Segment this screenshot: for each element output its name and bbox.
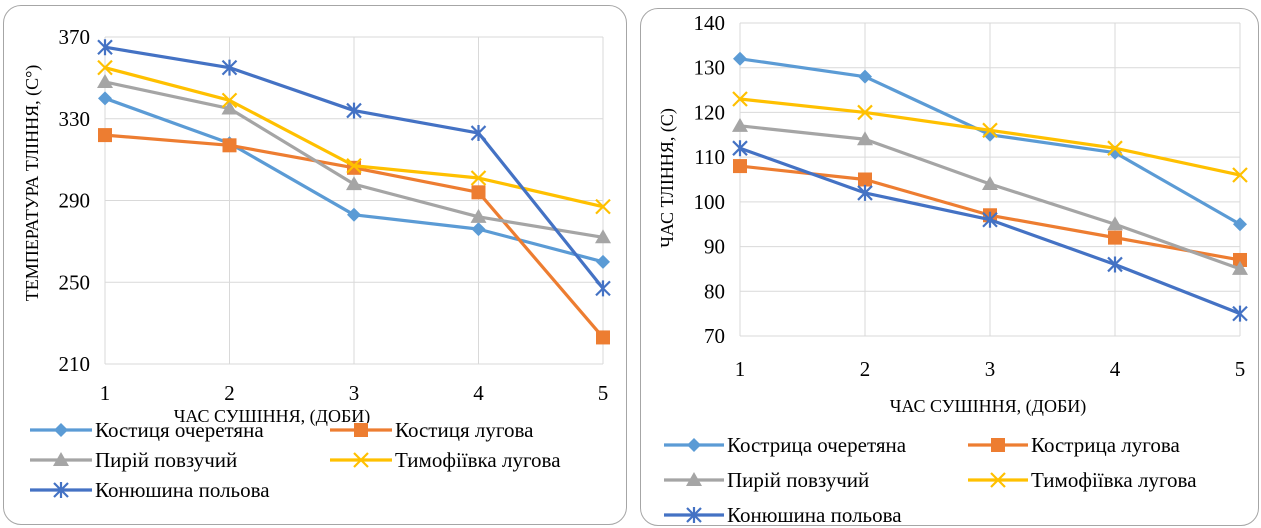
left-data-point-1 <box>471 222 486 237</box>
right-legend-marker-2 <box>991 438 1005 452</box>
left-data-point-2 <box>222 138 237 153</box>
left-data-point-1 <box>596 254 610 269</box>
right-data-point-3 <box>732 117 748 132</box>
right-legend-marker-3 <box>686 472 702 486</box>
right-data-point-3 <box>1232 260 1248 275</box>
left-data-point-3 <box>221 100 238 115</box>
right-data-point-4 <box>857 104 873 121</box>
right-data-point-1 <box>733 51 747 66</box>
right-data-point-5 <box>1232 305 1248 322</box>
left-legend-marker-4 <box>353 452 369 468</box>
left-x-tick-label: 5 <box>598 381 609 405</box>
right-data-point-2 <box>733 159 747 174</box>
right-x-axis-title: ЧАС СУШІННЯ, (ДОБИ) <box>890 396 1087 417</box>
right-data-point-2 <box>858 172 872 187</box>
left-legend-label-4: Тимофіївка лугова <box>395 448 561 472</box>
left-x-tick-label: 1 <box>100 381 111 405</box>
left-data-point-2 <box>98 128 112 143</box>
right-data-point-3 <box>1107 216 1123 231</box>
left-x-tick-label: 2 <box>224 381 235 405</box>
right-legend-label-4: Тимофіївка лугова <box>1031 468 1197 492</box>
left-data-point-4 <box>221 92 238 109</box>
right-legend-marker-5 <box>686 507 702 523</box>
left-data-point-4 <box>595 198 611 215</box>
chart-panel-left <box>3 5 627 525</box>
left-x-axis-title: ЧАС СУШІННЯ, (ДОБИ) <box>174 406 371 427</box>
right-x-tick-label: 1 <box>735 357 746 381</box>
left-data-point-1 <box>98 91 112 106</box>
left-y-tick-label: 210 <box>59 352 91 376</box>
right-x-tick-label: 3 <box>985 357 996 381</box>
left-data-point-5 <box>470 125 487 142</box>
right-chart: ЧАС СУШІННЯ, (ДОБИ) ЧАС ТЛІННЯ, (С) 70 80… <box>657 11 1248 527</box>
left-legend-marker-1 <box>54 423 68 437</box>
right-y-tick-label: 90 <box>704 235 725 259</box>
right-data-point-4 <box>1232 167 1248 183</box>
right-data-point-4 <box>982 122 998 139</box>
left-data-point-4 <box>470 170 487 186</box>
left-data-point-5 <box>346 102 362 119</box>
right-data-point-5 <box>982 211 998 228</box>
right-data-point-1 <box>858 69 872 84</box>
left-data-point-4 <box>97 59 113 76</box>
left-data-point-4 <box>346 157 362 174</box>
right-data-point-3 <box>857 131 873 146</box>
right-legend-marker-1 <box>687 438 701 452</box>
left-data-point-2 <box>471 185 486 200</box>
right-legend-label-2: Кострица лугова <box>1031 433 1180 457</box>
right-data-point-5 <box>732 140 748 157</box>
right-legend-label-5: Конюшина польова <box>727 503 902 527</box>
right-data-point-1 <box>1233 217 1247 232</box>
right-data-point-5 <box>1107 256 1123 273</box>
left-data-point-5 <box>595 280 611 297</box>
left-legend-label-2: Костиця лугова <box>395 418 534 442</box>
left-legend-label-5: Конюшина польова <box>95 478 270 502</box>
left-y-tick-label: 330 <box>59 107 91 131</box>
right-data-point-3 <box>982 175 998 190</box>
left-data-point-3 <box>595 229 611 244</box>
left-data-point-2 <box>596 330 610 345</box>
left-y-tick-label: 290 <box>59 189 91 213</box>
right-legend-label-3: Пирій повзучий <box>727 468 869 492</box>
left-data-point-1 <box>347 207 361 222</box>
right-y-tick-label: 70 <box>704 324 725 348</box>
left-y-tick-label: 250 <box>59 270 91 294</box>
right-x-tick-label: 4 <box>1110 357 1121 381</box>
right-data-point-2 <box>1108 230 1122 245</box>
left-x-tick-label: 3 <box>349 381 360 405</box>
right-x-tick-label: 5 <box>1235 357 1246 381</box>
right-data-point-4 <box>732 91 748 107</box>
left-data-point-3 <box>346 176 362 191</box>
left-data-point-3 <box>470 208 487 223</box>
left-legend-marker-5 <box>53 482 69 498</box>
right-y-tick-label: 100 <box>694 190 726 214</box>
left-data-point-3 <box>97 73 113 88</box>
right-y-tick-label: 80 <box>704 279 725 303</box>
left-legend-marker-3 <box>53 452 69 466</box>
right-data-point-2 <box>1233 252 1247 267</box>
left-chart: ЧАС СУШІННЯ, (ДОБИ) ТЕМПЕРАТУРА ТЛІННЯ, … <box>22 25 611 502</box>
right-legend-label-1: Кострица очеретяна <box>727 433 907 457</box>
left-data-point-5 <box>97 39 113 56</box>
left-legend-label-1: Костиця очеретяна <box>95 418 264 442</box>
left-y-tick-label: 370 <box>59 25 91 49</box>
right-data-point-5 <box>857 184 873 201</box>
left-y-axis-title: ТЕМПЕРАТУРА ТЛІННЯ, (С°) <box>22 65 43 302</box>
right-y-tick-label: 110 <box>694 145 725 169</box>
right-data-point-4 <box>1107 140 1123 156</box>
right-y-axis-title: ЧАС ТЛІННЯ, (С) <box>657 108 678 248</box>
right-y-tick-label: 130 <box>694 56 726 80</box>
right-y-tick-label: 120 <box>694 100 726 124</box>
right-y-tick-label: 140 <box>694 11 726 35</box>
left-x-tick-label: 4 <box>473 381 484 405</box>
left-data-point-5 <box>221 59 238 76</box>
left-legend-label-3: Пирій повзучий <box>95 448 237 472</box>
right-legend-marker-4 <box>990 472 1006 488</box>
left-legend-marker-2 <box>354 423 368 437</box>
right-x-tick-label: 2 <box>860 357 871 381</box>
